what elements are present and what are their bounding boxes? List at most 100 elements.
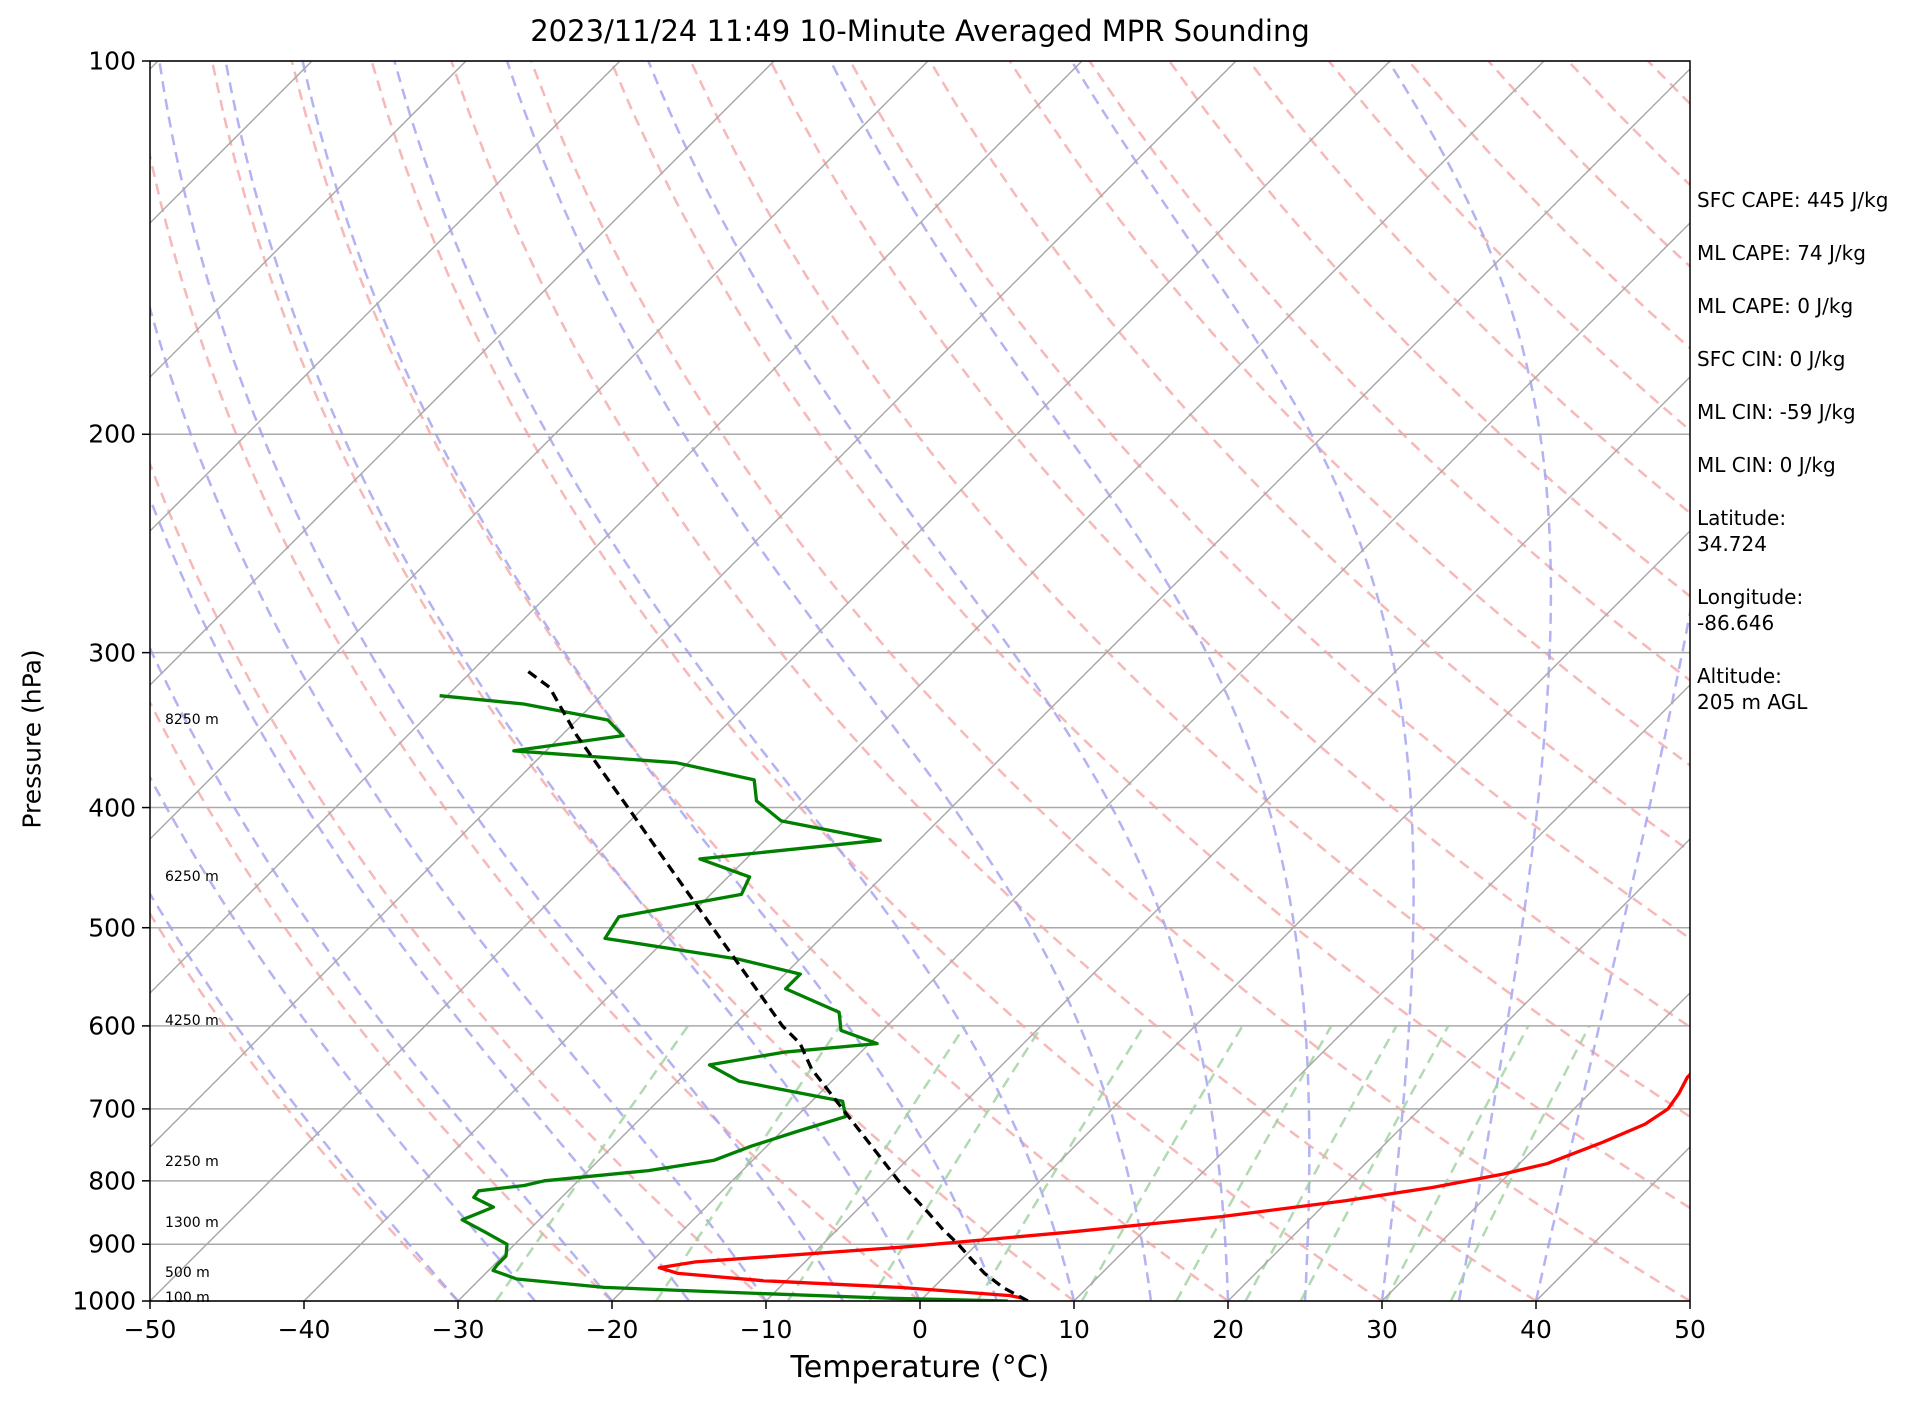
dry-adiabat-line <box>769 61 1690 1029</box>
y-tick-label: 300 <box>88 638 136 668</box>
isotherm-line <box>150 61 775 687</box>
dry-adiabat-line <box>150 699 613 1301</box>
x-tick-label: −20 <box>585 1315 639 1344</box>
dry-adiabat-line <box>849 61 1690 940</box>
y-axis-label: Pressure (hPa) <box>17 649 47 829</box>
pressure-gridlines <box>150 60 1690 1302</box>
isotherm-line <box>150 61 1237 1149</box>
isotherm-line <box>919 529 1690 1301</box>
y-tick-label: 200 <box>88 419 136 449</box>
x-tick-label: 0 <box>912 1315 928 1344</box>
x-tick-label: −10 <box>739 1315 793 1344</box>
x-tick-label: −50 <box>123 1315 177 1344</box>
isotherm-line <box>303 61 1545 1301</box>
dry-adiabat-line <box>450 61 1537 1301</box>
x-tick-label: 10 <box>1058 1315 1090 1344</box>
stat-ml-cin: ML CIN: -59 J/kg <box>1697 400 1856 424</box>
reference-lines <box>0 61 1690 1301</box>
x-tick-label: 20 <box>1212 1315 1244 1344</box>
chart-title: 2023/11/24 11:49 10-Minute Averaged MPR … <box>530 14 1310 48</box>
stat-sfc-cin: SFC CIN: 0 J/kg <box>1697 347 1846 371</box>
height-label: 100 m <box>165 1290 210 1307</box>
moist-adiabat-line <box>301 61 999 1301</box>
isotherm-line <box>457 67 1690 1301</box>
mixing-ratio-line <box>1299 1025 1450 1301</box>
y-tick-label: 700 <box>88 1094 136 1124</box>
moist-adiabat-line <box>393 61 1076 1301</box>
isotherm-line <box>150 61 467 379</box>
x-tick-label: −30 <box>431 1315 485 1344</box>
mixing-ratio-line <box>786 1025 966 1301</box>
stat-ml-cape: ML CAPE: 74 J/kg <box>1697 241 1866 265</box>
x-axis-label: Temperature (°C) <box>790 1350 1050 1385</box>
moist-adiabat-line <box>1534 606 1690 1301</box>
isotherm-line <box>150 61 621 533</box>
dry-adiabat-line <box>529 61 1690 1301</box>
dry-adiabat-line <box>210 61 1075 1301</box>
mixing-ratio-line <box>1384 1025 1530 1301</box>
moist-adiabat-line <box>150 645 613 1301</box>
x-tick-label: −40 <box>277 1315 331 1344</box>
stat-ml-cin-2: ML CIN: 0 J/kg <box>1697 453 1836 477</box>
stat-sfc-cape: SFC CAPE: 445 J/kg <box>1697 188 1889 212</box>
height-label: 1300 m <box>165 1214 219 1231</box>
moist-adiabat-line <box>505 61 1153 1301</box>
stat-latitude: Latitude: 34.724 <box>1697 506 1787 556</box>
height-label: 2250 m <box>165 1153 219 1170</box>
y-tick-label: 100 <box>88 46 136 76</box>
plot-frame <box>149 60 1691 1302</box>
stat-altitude: Altitude: 205 m AGL <box>1697 664 1808 714</box>
isotherm-line <box>611 221 1690 1301</box>
isotherm-line <box>150 61 1391 1301</box>
moist-adiabat-line <box>224 61 922 1301</box>
dry-adiabat-line <box>689 61 1690 1119</box>
height-label: 6250 m <box>165 868 219 885</box>
isotherm-line <box>0 61 4 1301</box>
stat-longitude: Longitude: -86.646 <box>1697 585 1804 635</box>
x-tick-label: 30 <box>1366 1315 1398 1344</box>
moist-adiabat-line <box>829 61 1311 1301</box>
dry-adiabat-line <box>150 911 459 1301</box>
dry-adiabat-line <box>150 149 921 1301</box>
moist-adiabat-line <box>150 303 768 1301</box>
dewpoint-trace <box>439 694 1008 1301</box>
temperature-trace <box>657 1072 1690 1300</box>
y-tick-label: 600 <box>88 1011 136 1041</box>
x-tick-label: 50 <box>1674 1315 1706 1344</box>
height-label: 500 m <box>165 1265 210 1282</box>
isotherm-line <box>1381 991 1690 1301</box>
moist-adiabat-line <box>150 774 536 1301</box>
isotherm-line <box>1227 837 1690 1301</box>
height-label: 8250 m <box>165 712 219 729</box>
parcel-profile-trace <box>525 668 1029 1301</box>
dry-adiabat-line <box>290 61 1229 1301</box>
mixing-ratio-line <box>976 1025 1145 1301</box>
dry-adiabat-line <box>1088 61 1690 682</box>
y-tick-label: 800 <box>88 1166 136 1196</box>
moist-adiabat-line <box>150 891 459 1301</box>
isotherm-line <box>1073 683 1690 1301</box>
isotherm-line <box>765 375 1690 1301</box>
dry-adiabat-line <box>609 61 1690 1210</box>
stat-ml-cape-2: ML CAPE: 0 J/kg <box>1697 294 1854 318</box>
y-tick-label: 1000 <box>72 1286 136 1316</box>
isotherm-line <box>150 61 313 225</box>
y-tick-label: 500 <box>88 913 136 943</box>
axis-ticks <box>142 60 1691 1309</box>
y-tick-label: 900 <box>88 1229 136 1259</box>
x-tick-label: 40 <box>1520 1315 1552 1344</box>
moist-adiabat-line <box>150 495 690 1301</box>
mixing-ratio-line <box>1449 1025 1591 1301</box>
mixing-ratio-line <box>1175 1025 1333 1301</box>
dry-adiabat-line <box>150 460 767 1301</box>
height-label: 4250 m <box>165 1013 219 1030</box>
mixing-ratio-line <box>494 1025 690 1301</box>
isotherm-line <box>150 61 1083 995</box>
mixing-ratio-line <box>1080 1025 1244 1301</box>
sounding-traces <box>439 668 1690 1301</box>
sounding-stats: SFC CAPE: 445 J/kg ML CAPE: 74 J/kg ML C… <box>1697 187 1917 742</box>
moist-adiabat-line <box>1070 61 1415 1301</box>
y-tick-label: 400 <box>88 793 136 823</box>
moist-adiabat-line <box>647 61 1230 1301</box>
